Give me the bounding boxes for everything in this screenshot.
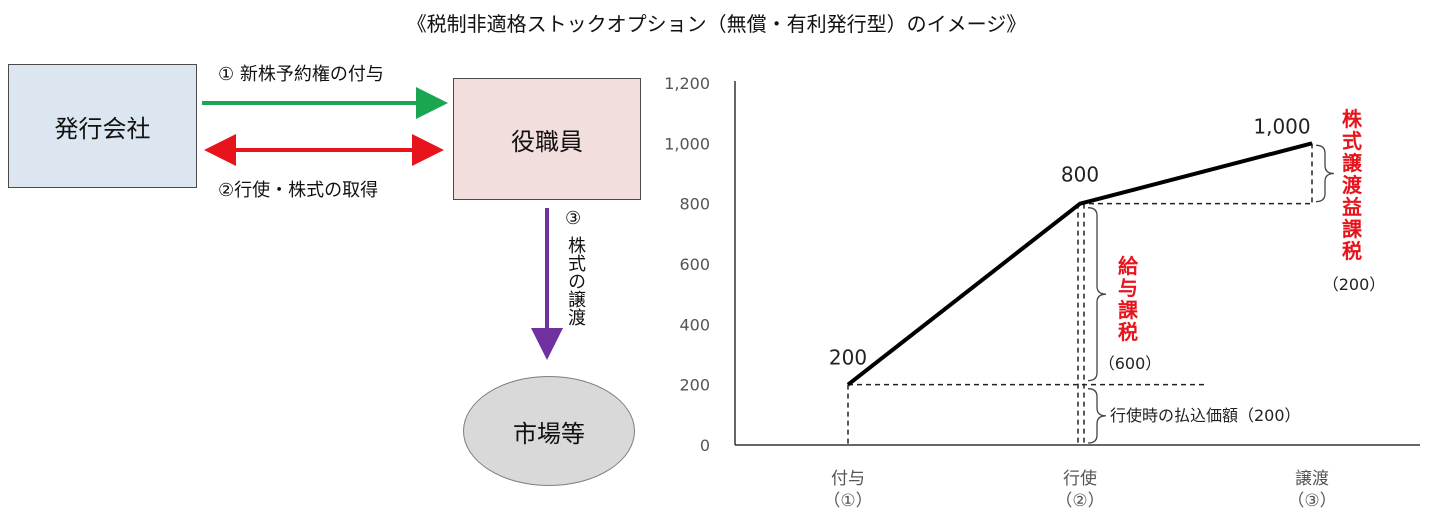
transfer-arrow-label: 株式の譲渡: [565, 236, 586, 326]
page-title: 《税制非適格ストックオプション（無償・有利発行型）のイメージ》: [406, 12, 1027, 36]
transfer-tax-char: 益: [1342, 195, 1362, 219]
x-tick-label: 譲渡: [1295, 469, 1329, 489]
salary-tax-char: 課: [1118, 298, 1139, 322]
transfer-tax-amount: （200）: [1323, 275, 1386, 294]
salary-tax-char: 税: [1118, 320, 1138, 344]
x-tick-label: 行使: [1063, 468, 1097, 489]
salary-tax-char: 給: [1118, 254, 1139, 278]
salary-tax-amount: （600）: [1099, 354, 1162, 373]
data-label: 1,000: [1253, 114, 1310, 138]
exercise-price-brace: [1087, 388, 1107, 444]
x-tick-label: 付与: [831, 469, 865, 489]
salary-tax-char: 与: [1118, 276, 1138, 300]
y-tick-label: 0: [700, 436, 710, 455]
transfer-tax-char: 税: [1342, 239, 1362, 263]
y-tick-label: 600: [679, 255, 710, 274]
y-tick-label: 1,200: [664, 74, 710, 93]
transfer-tax-char: 譲: [1342, 151, 1363, 175]
data-label: 200: [829, 346, 867, 370]
officer-label: 役職員: [511, 127, 583, 156]
transfer-tax-char: 課: [1342, 217, 1363, 241]
transfer-tax-char: 株: [1342, 107, 1363, 131]
officer-box: 役職員: [453, 78, 641, 200]
y-tick-label: 1,000: [664, 134, 710, 153]
salary-tax-brace: [1087, 207, 1107, 382]
exercise-price-annotation: 行使時の払込価額（200）: [1110, 406, 1301, 425]
x-tick-label: （③）: [1287, 491, 1336, 511]
transfer-tax-char: 式: [1342, 129, 1362, 153]
x-tick-label: （②）: [1055, 491, 1104, 511]
y-tick-label: 400: [679, 315, 710, 334]
market-label: 市場等: [513, 419, 585, 448]
y-tick-label: 200: [679, 376, 710, 395]
transfer-tax-brace: [1315, 144, 1335, 203]
transfer-tax-char: 渡: [1342, 173, 1363, 197]
stock-price-line: [846, 141, 1313, 387]
exercise-arrow-label: ②行使・株式の取得: [218, 180, 379, 201]
market-ellipse: 市場等: [463, 376, 635, 486]
transfer-arrow-number: ③: [565, 208, 582, 229]
x-tick-label: （①）: [823, 491, 872, 511]
issuer-company-label: 発行会社: [54, 114, 151, 143]
issuer-company-box: 発行会社: [8, 64, 197, 188]
y-tick-label: 800: [679, 195, 710, 214]
grant-arrow-label: ① 新株予約権の付与: [218, 64, 384, 85]
data-label: 800: [1061, 163, 1099, 187]
